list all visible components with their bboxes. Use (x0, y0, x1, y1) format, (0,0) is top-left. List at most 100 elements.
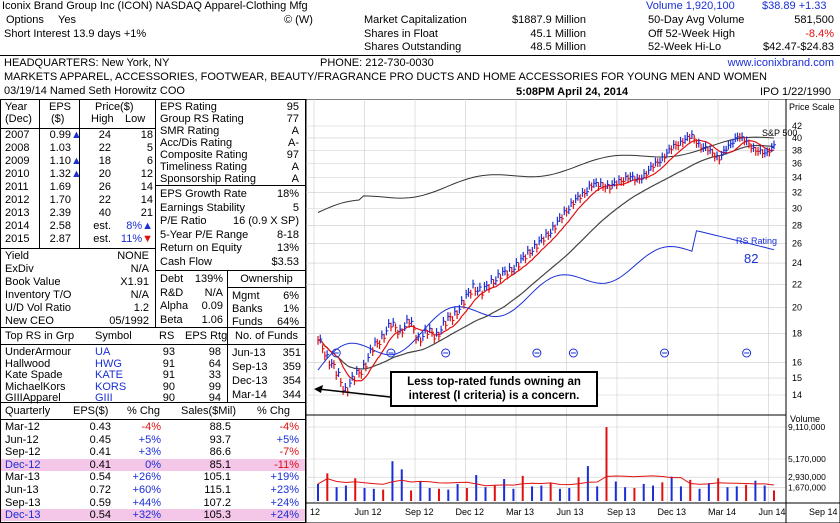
peer-symbol: KORS (95, 380, 127, 393)
volume-bar (549, 483, 552, 501)
options-label: Options (6, 14, 44, 26)
misc-value: X1.91 (120, 276, 149, 288)
rating-row: Sponsorship Rating A (156, 173, 305, 185)
volume-bar (419, 481, 422, 501)
annual-low: 5 (146, 142, 153, 154)
rs-label: RS Rating (736, 236, 777, 246)
rating-row: Acc/Dis Rating A- (156, 137, 305, 149)
quarterly-row: Dec-13 0.54 +32% 105.3 +24% (1, 509, 305, 522)
ownership-label: Banks (232, 303, 263, 315)
annual-high: 24 (98, 129, 111, 141)
peer-row[interactable]: Kate Spade KATE 91 33 (1, 369, 227, 381)
annual-high: 20 (98, 168, 111, 180)
fund-count-row: Sep-13 359 (228, 361, 305, 373)
debt-table: Debt 139% R&D N/A Alpha 0.09 Beta 1.06 (155, 270, 228, 328)
price-ticks: 42 40 38 36 34 32 30 28 26 24 22 20 18 16 15 14 (792, 121, 802, 400)
price-tick: 32 (792, 188, 802, 198)
x-axis-labels: 12 Jun 12 Sep 12 Dec 12 Mar 13 Jun 13 Sep 13 De… (310, 507, 838, 517)
website-link[interactable]: www.iconixbrand.com (727, 57, 834, 69)
peer-symbol: GIII (95, 392, 113, 404)
annual-year: 2013 (5, 207, 30, 219)
annual-low: 8%▲ (126, 220, 153, 232)
volume-bar (512, 488, 515, 501)
peer-eps: 98 (208, 346, 221, 358)
quarter-sales: 105.3 (203, 509, 231, 522)
fundamentals-table: EPS Growth Rate 18% Earnings Stability 5 P/E… (155, 185, 306, 271)
peer-symbol: UA (95, 346, 111, 358)
x-label: Sep 14 (809, 507, 838, 517)
quarter-sales-chg: -7% (279, 446, 299, 459)
fundamental-value: 8-18 (276, 228, 299, 241)
fundamental-row: Cash Flow $3.53 (156, 256, 305, 268)
peer-row[interactable]: GIIIApparel GIII 90 94 (1, 392, 227, 404)
rating-value: A- (288, 137, 299, 149)
rating-label: EPS Rating (160, 101, 217, 113)
misc-label: Inventory T/O (5, 289, 72, 301)
phone[interactable]: PHONE: 212-730-0030 (320, 57, 434, 69)
news-item[interactable]: 03/19/14 Named Seth Horowitz COO (4, 85, 185, 97)
quarter-eps: 0.43 (89, 421, 111, 433)
volume-bar (652, 485, 655, 501)
x-label: Sep 12 (405, 507, 434, 517)
misc-label: Book Value (5, 276, 61, 288)
quarterly-row: Jun-12 0.45 +5% 93.7 +5% (1, 434, 305, 446)
annual-low: 14 (140, 181, 153, 193)
volume-bar (317, 483, 319, 501)
debt-label: Alpha (160, 300, 189, 312)
annual-table: Year EPS Price($) (Dec) ($) High Low 200… (0, 99, 156, 249)
volume-bar (531, 486, 534, 501)
peer-row[interactable]: UnderArmour UA 93 98 (1, 346, 227, 358)
misc-value: NONE (117, 250, 149, 262)
fund-count-row: Jun-13 351 (228, 347, 305, 359)
debt-value: 0.09 (201, 300, 223, 312)
funds-table: No. of Funds Jun-13 351 Sep-13 359 Dec-13 354… (227, 327, 306, 403)
volume-bar (335, 487, 338, 501)
quarter-eps-chg: +3% (138, 446, 161, 459)
fund-markers (331, 348, 752, 358)
annual-rows: 2007 0.99 ▲ 24 18 2008 1.03 22 5 2009 1.10 ▲ 18 6 2010… (1, 128, 155, 245)
volume-bar (624, 487, 627, 501)
annual-eps: 1.32 (49, 168, 71, 180)
annual-low: 12 (140, 168, 153, 180)
volume-bar (698, 488, 701, 501)
fund-marker (441, 348, 451, 358)
peer-row[interactable]: MichaelKors KORS 90 99 (1, 381, 227, 393)
fund-count-value: 344 (282, 389, 301, 401)
annual-row: 2012 1.70 22 14 (1, 194, 155, 206)
quarterly-row: Mar-13 0.54 +26% 105.1 +19% (1, 471, 305, 483)
volume-bar (372, 488, 375, 501)
fundamental-value: 13% (276, 242, 299, 254)
fund-count-value: 354 (282, 375, 301, 387)
debt-label: Debt (160, 273, 184, 285)
annual-row: 2010 1.32 ▲ 20 12 (1, 168, 155, 180)
fundamental-row: Earnings Stability 5 (156, 202, 305, 214)
volume-bar (707, 483, 710, 501)
fund-marker (331, 348, 341, 358)
peer-row[interactable]: Hallwood HWG 91 64 (1, 358, 227, 370)
fund-marker (660, 348, 670, 358)
quarterly-row: Sep-13 0.59 +44% 107.2 +24% (1, 497, 305, 509)
rating-row: Group RS Rating 77 (156, 113, 305, 125)
price-tick: 14 (792, 390, 802, 400)
header-divider (0, 55, 840, 56)
fund-count-date: Sep-13 (232, 361, 268, 373)
volume-bar (326, 473, 329, 501)
eps-up-icon: ▲ (71, 168, 82, 180)
peer-symbol-header: Symbol (95, 330, 132, 342)
fund-count-value: 359 (282, 361, 301, 373)
market-cap-label: Market Capitalization (364, 14, 467, 26)
fundamental-row: Return on Equity 13% (156, 242, 305, 254)
quarter-eps: 0.54 (89, 471, 111, 484)
x-label: Sep 13 (607, 507, 636, 517)
sp500-line (317, 136, 775, 213)
fund-marker (568, 348, 578, 358)
annotation-arrowhead (314, 385, 323, 393)
options-value: Yes (58, 14, 76, 26)
rating-label: Acc/Dis Rating (160, 137, 233, 149)
timestamp: 5:08PM April 24, 2014 (516, 86, 629, 98)
annual-year: 2010 (5, 168, 30, 180)
x-label: Dec 13 (658, 507, 687, 517)
misc-label: New CEO (5, 315, 54, 327)
price-scale-label: Price Scale (789, 102, 835, 112)
quarter-sales: 85.1 (209, 458, 231, 471)
